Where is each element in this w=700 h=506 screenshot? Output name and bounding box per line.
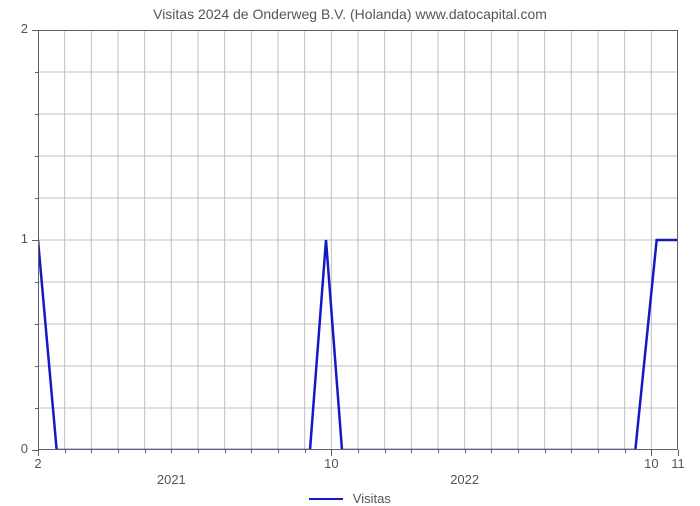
x-tick-label: 2 [18,456,58,471]
y-tick-label: 0 [0,441,28,456]
x-tick-label: 10 [311,456,351,471]
legend-label: Visitas [353,491,391,506]
plot-area [38,30,678,450]
x-year-label: 2021 [141,472,201,487]
legend: Visitas [0,490,700,506]
y-tick-label: 2 [0,21,28,36]
legend-swatch [309,498,343,500]
plot-svg [38,30,678,450]
chart-container: { "chart": { "type": "line", "title": "V… [0,0,700,500]
x-year-label: 2022 [435,472,495,487]
x-tick-label: 11 [658,456,698,471]
y-tick-label: 1 [0,231,28,246]
chart-title: Visitas 2024 de Onderweg B.V. (Holanda) … [0,6,700,22]
